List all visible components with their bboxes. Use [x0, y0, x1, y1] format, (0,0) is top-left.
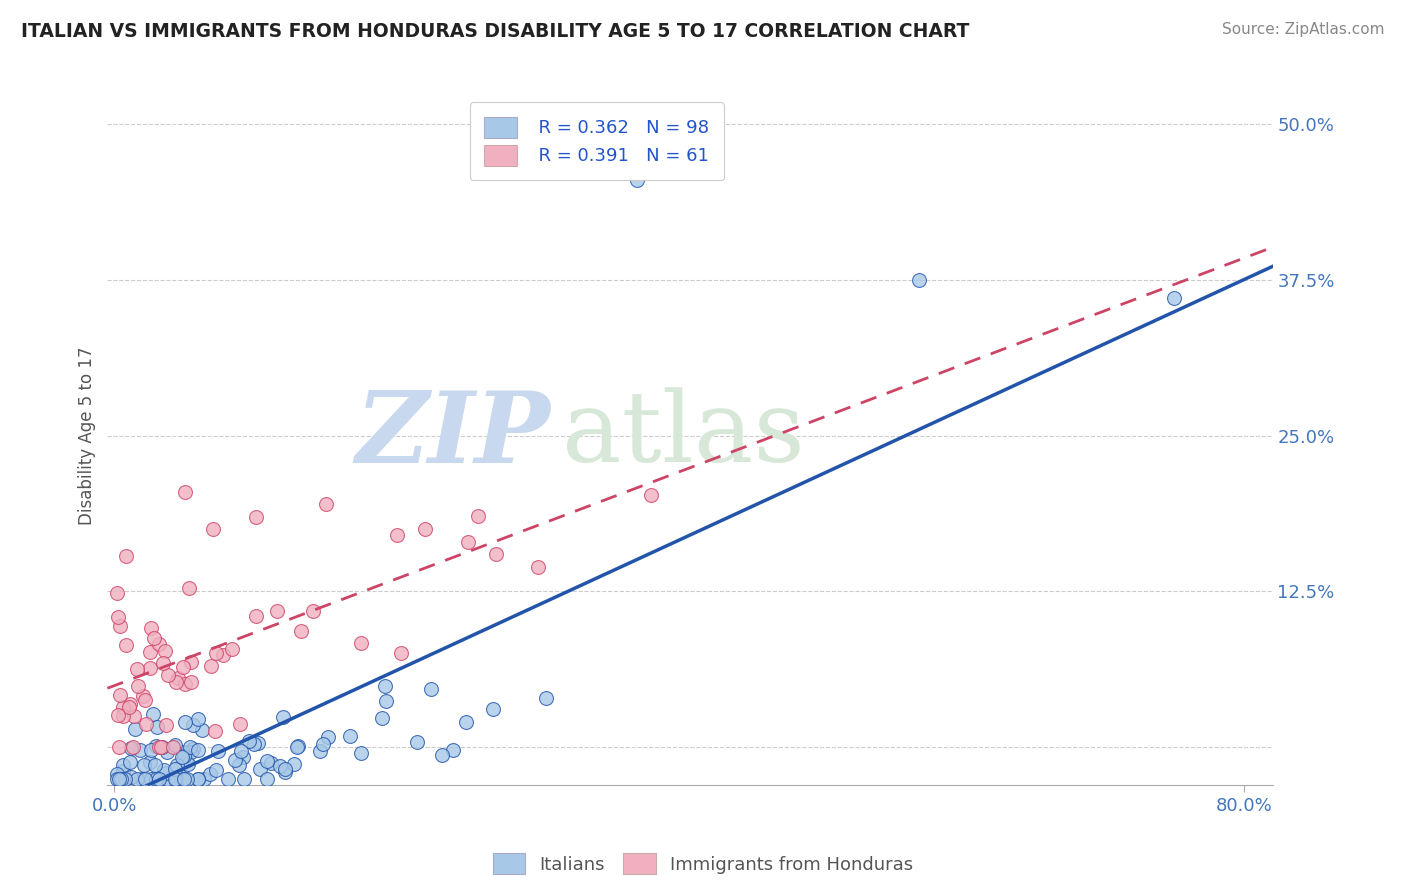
Legend:   R = 0.362   N = 98,   R = 0.391   N = 61: R = 0.362 N = 98, R = 0.391 N = 61 [470, 103, 724, 180]
Text: ITALIAN VS IMMIGRANTS FROM HONDURAS DISABILITY AGE 5 TO 17 CORRELATION CHART: ITALIAN VS IMMIGRANTS FROM HONDURAS DISA… [21, 22, 970, 41]
Text: ZIP: ZIP [356, 387, 550, 483]
Y-axis label: Disability Age 5 to 17: Disability Age 5 to 17 [79, 346, 96, 524]
Text: atlas: atlas [562, 388, 804, 483]
Text: Source: ZipAtlas.com: Source: ZipAtlas.com [1222, 22, 1385, 37]
Legend: Italians, Immigrants from Honduras: Italians, Immigrants from Honduras [485, 846, 921, 881]
